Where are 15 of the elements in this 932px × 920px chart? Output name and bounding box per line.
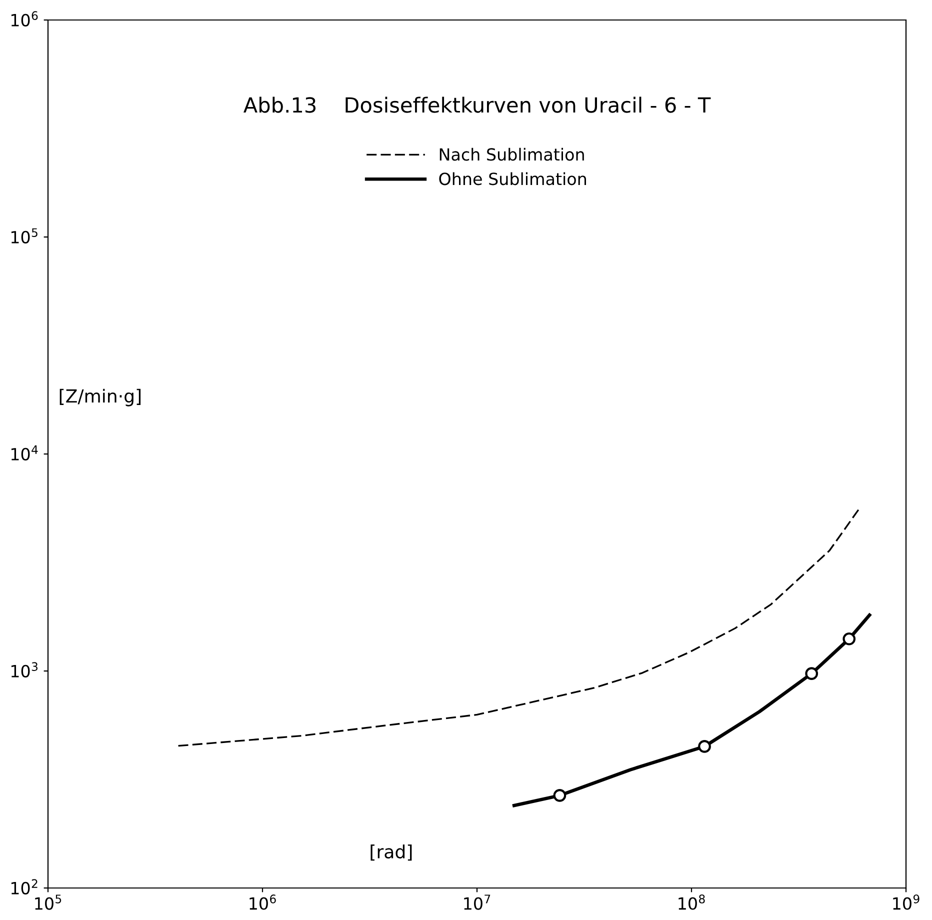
y-axis-title: [Z/min·g] — [60, 388, 141, 406]
text: Abb.13 Dosiseffektkurven von Uracil - 6 - T — [244, 96, 711, 113]
y-tick-label: 10$^{6}$ — [11, 11, 38, 26]
y-tick-label: 10$^{5}$ — [11, 228, 38, 244]
legend-label: Ohne Sublimation — [439, 172, 586, 186]
x-tick-label: 10$^{7}$ — [464, 894, 490, 910]
legend-label: Nach Sublimation — [440, 148, 584, 161]
y-tick-label: 10$^{4}$ — [11, 445, 38, 460]
x-tick-label: 10$^{6}$ — [250, 894, 276, 910]
y-tick-label: 10$^{3}$ — [11, 662, 38, 678]
x-axis-title: [rad] — [370, 844, 412, 861]
x-tick-label: 10$^{9}$ — [893, 894, 920, 910]
x-tick-label: 10$^{5}$ — [35, 894, 62, 910]
y-tick-label: 10$^{2}$ — [11, 879, 38, 894]
x-tick-label: 10$^{8}$ — [678, 894, 705, 910]
